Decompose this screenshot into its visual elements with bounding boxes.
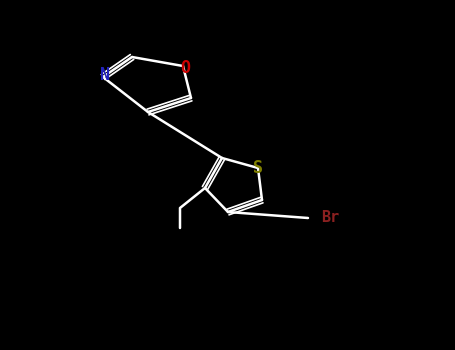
Text: N: N: [100, 66, 110, 84]
Text: Br: Br: [321, 210, 339, 225]
Text: O: O: [180, 59, 190, 77]
Text: S: S: [253, 159, 263, 177]
